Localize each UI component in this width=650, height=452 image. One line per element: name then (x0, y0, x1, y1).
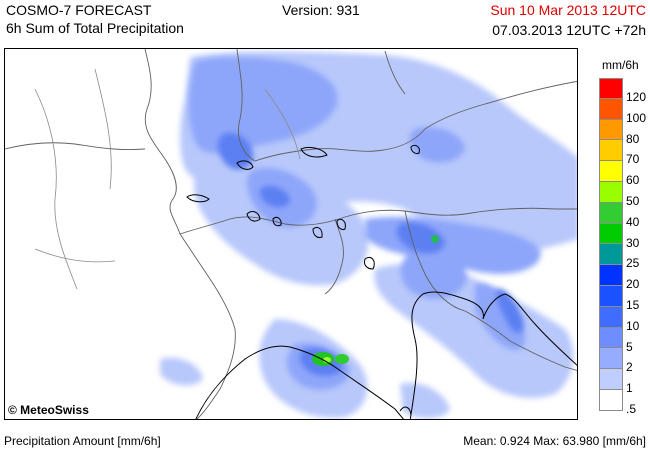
legend-row: 25 (599, 244, 639, 270)
legend-label: 60 (626, 173, 640, 188)
valid-time: Sun 10 Mar 2013 12UTC (490, 2, 646, 18)
coastline (195, 291, 577, 419)
legend-row: 100 (599, 98, 646, 125)
legend-row: 2 (599, 348, 633, 374)
legend-swatch (599, 161, 623, 182)
legend-row: 50 (599, 181, 639, 208)
run-time: 07.03.2013 12UTC +72h (492, 22, 646, 38)
precipitation-map (4, 48, 578, 420)
map-graphic (5, 49, 577, 419)
legend-label: 80 (626, 131, 640, 146)
legend-swatch (599, 78, 623, 99)
legend-swatch (599, 223, 623, 245)
legend-swatch (599, 348, 623, 370)
country-borders (5, 49, 577, 419)
legend-row: 60 (599, 161, 639, 187)
legend-swatch (599, 181, 623, 203)
product-subtitle: 6h Sum of Total Precipitation (6, 20, 184, 36)
legend-row: 120 (599, 78, 646, 104)
legend-row: 30 (599, 223, 639, 250)
legend-label: 20 (626, 277, 640, 292)
legend-row: 10 (599, 306, 639, 333)
footer-description: Precipitation Amount [mm/6h] (4, 434, 161, 448)
legend-row: 1 (599, 369, 633, 395)
legend-row: 15 (599, 285, 639, 312)
legend-row: 70 (599, 140, 639, 166)
rivers (34, 68, 301, 290)
legend-swatch (599, 202, 623, 224)
precip-core (312, 235, 439, 366)
legend-row: 5 (599, 327, 633, 354)
legend-label: 70 (626, 152, 640, 167)
legend-unit: mm/6h (602, 58, 639, 72)
legend-label: 120 (626, 90, 647, 104)
legend-swatch (599, 265, 623, 286)
legend-label: 10 (626, 318, 640, 333)
legend-label: .5 (626, 401, 637, 416)
legend-label: 15 (626, 297, 640, 312)
legend-row: 80 (599, 119, 639, 146)
legend-label: 50 (626, 193, 640, 208)
legend-swatch (599, 119, 623, 141)
legend-label: 2 (626, 360, 633, 375)
legend-swatch (599, 285, 623, 307)
legend-swatch (599, 140, 623, 162)
legend-row: 40 (599, 202, 639, 229)
legend-label: 30 (626, 235, 640, 250)
legend-row: 20 (599, 265, 639, 291)
legend-row: .5 (599, 389, 636, 416)
legend-label: 40 (626, 214, 640, 229)
lakes (186, 144, 420, 270)
version-label: Version: 931 (282, 2, 360, 18)
forecast-title: COSMO-7 FORECAST (6, 2, 152, 18)
legend-label: 25 (626, 256, 640, 271)
legend-swatch (599, 306, 623, 328)
footer-statistics: Mean: 0.924 Max: 63.980 [mm/6h] (463, 434, 646, 448)
legend-swatch (599, 98, 623, 120)
legend-swatch (599, 389, 623, 411)
legend-label: 1 (626, 381, 633, 396)
legend-swatch (599, 244, 623, 266)
copyright-label: © MeteoSwiss (8, 403, 89, 417)
legend-swatch (599, 369, 623, 390)
precip-moderate (188, 56, 541, 390)
legend-label: 100 (626, 110, 647, 125)
legend-swatch (599, 327, 623, 349)
color-legend: 120 100 80 70 60 50 40 30 25 20 15 10 5 2 1 .5 (599, 78, 646, 416)
legend-label: 5 (626, 339, 633, 354)
